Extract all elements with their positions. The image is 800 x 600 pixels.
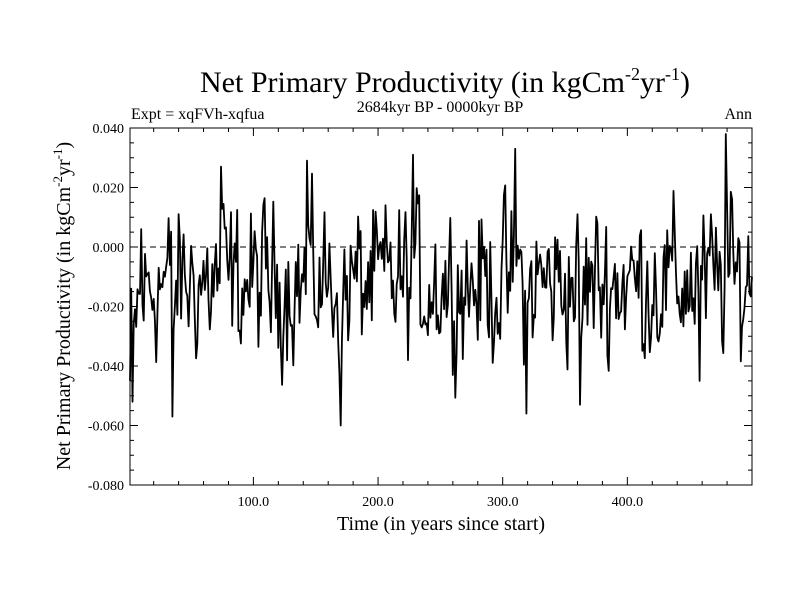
period-label: 2684kyr BP - 0000kyr BP bbox=[357, 99, 524, 116]
y-tick-label: -0.080 bbox=[88, 479, 124, 494]
experiment-label: Expt = xqFVh-xqfua bbox=[131, 106, 264, 123]
y-axis-ticks: -0.080 -0.060 -0.040 -0.020 0.000 0.020 0.040 bbox=[88, 122, 752, 494]
y-tick-label: -0.020 bbox=[88, 301, 124, 316]
chart-title: Net Primary Productivity (in kgCm-2yr-1) bbox=[200, 64, 690, 99]
y-axis-label: Net Primary Productivity (in kgCm-2yr-1) bbox=[50, 142, 75, 470]
y-tick-label: 0.000 bbox=[93, 241, 125, 256]
x-axis-label: Time (in years since start) bbox=[337, 513, 545, 535]
x-axis-ticks: 100.0 200.0 300.0 400.0 bbox=[153, 128, 753, 510]
x-tick-label: 100.0 bbox=[238, 495, 270, 510]
x-tick-label: 300.0 bbox=[487, 495, 519, 510]
y-tick-label: -0.040 bbox=[88, 360, 124, 375]
season-label: Ann bbox=[724, 106, 752, 123]
y-tick-label: 0.040 bbox=[93, 122, 125, 137]
y-tick-label: -0.060 bbox=[88, 420, 124, 435]
y-tick-label: 0.020 bbox=[93, 182, 125, 197]
x-tick-label: 200.0 bbox=[362, 495, 394, 510]
npp-series-line bbox=[129, 133, 753, 427]
x-tick-label: 400.0 bbox=[612, 495, 644, 510]
